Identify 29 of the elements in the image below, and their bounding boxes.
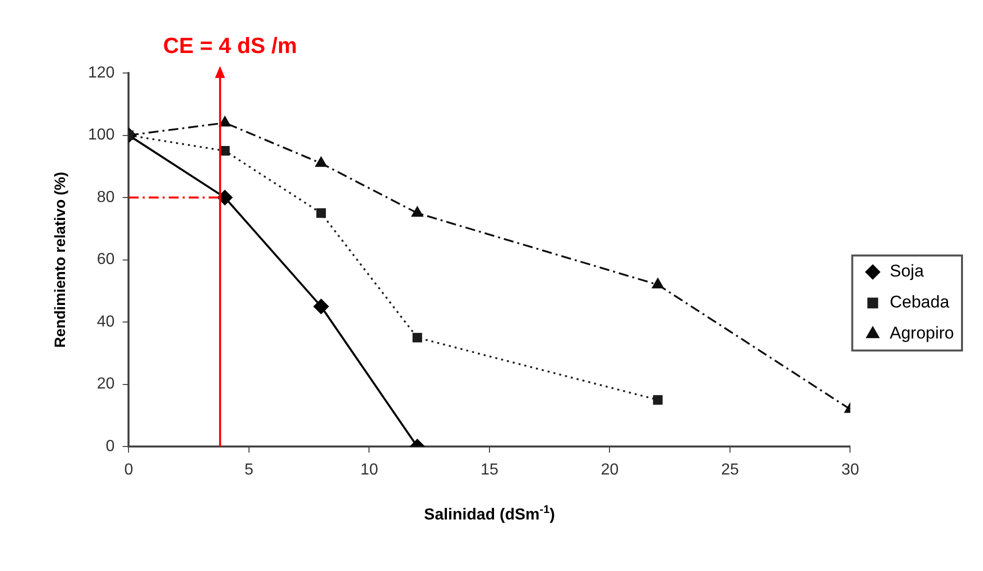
point [653, 395, 663, 405]
legend-label: Cebada [890, 292, 950, 312]
y-tick-label: 60 [96, 251, 115, 268]
x-tick-label: 30 [841, 462, 860, 479]
x-tick-label: 10 [360, 462, 378, 479]
point [220, 146, 230, 156]
point [315, 156, 327, 167]
point [412, 332, 422, 342]
x-tick-label: 0 [124, 462, 134, 479]
point [217, 190, 232, 206]
point [412, 206, 423, 217]
legend-label: Agropiro [890, 324, 954, 343]
point [314, 299, 329, 314]
y-axis-title: Rendimiento relativo (%) [52, 172, 70, 348]
point [316, 208, 326, 218]
point [652, 278, 664, 288]
y-tick-label: 40 [96, 313, 115, 330]
legend-label: Soja [890, 262, 924, 281]
y-tick-label: 20 [96, 376, 115, 393]
y-tick-label: 80 [96, 188, 115, 206]
y-tick-label: 100 [88, 126, 115, 144]
y-tick-label: 0 [106, 438, 115, 456]
x-tick-label: 25 [721, 462, 739, 479]
x-tick-label: 5 [244, 462, 254, 479]
x-tick-label: 20 [600, 462, 619, 479]
point [219, 116, 231, 126]
ref-line-label: CE = 4 dS /m [163, 33, 298, 58]
y-tick-label: 120 [88, 64, 115, 82]
x-tick-label: 15 [480, 462, 498, 479]
